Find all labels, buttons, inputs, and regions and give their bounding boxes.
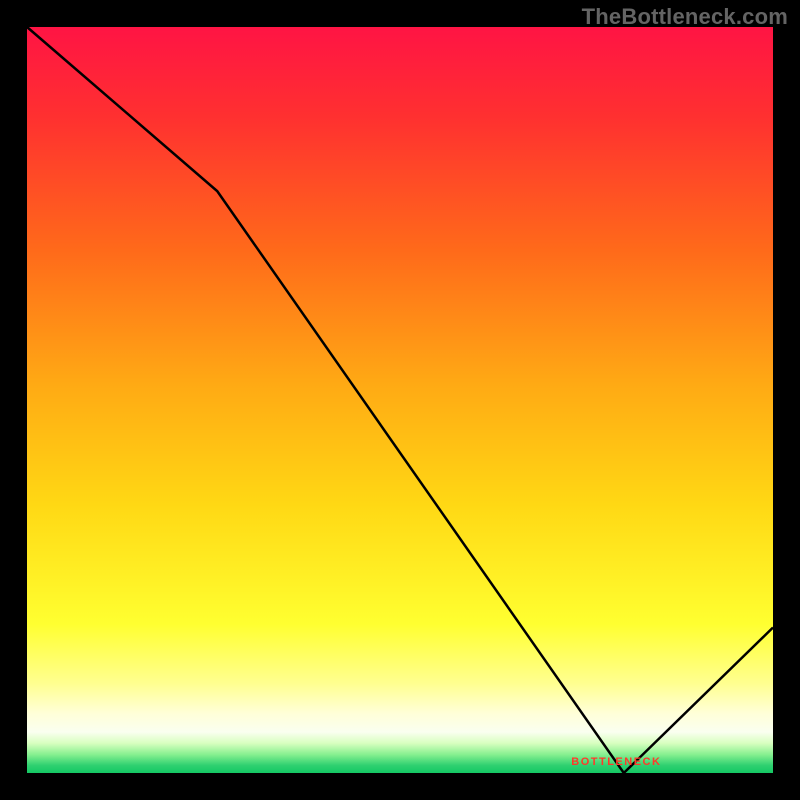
bottleneck-label: BOTTLENECK bbox=[571, 756, 661, 768]
plot-gradient-bg bbox=[27, 27, 773, 773]
watermark-text: TheBottleneck.com bbox=[582, 4, 788, 30]
chart-frame: TheBottleneck.com BOTTLENECK bbox=[0, 0, 800, 800]
plot-svg: BOTTLENECK bbox=[0, 0, 800, 800]
